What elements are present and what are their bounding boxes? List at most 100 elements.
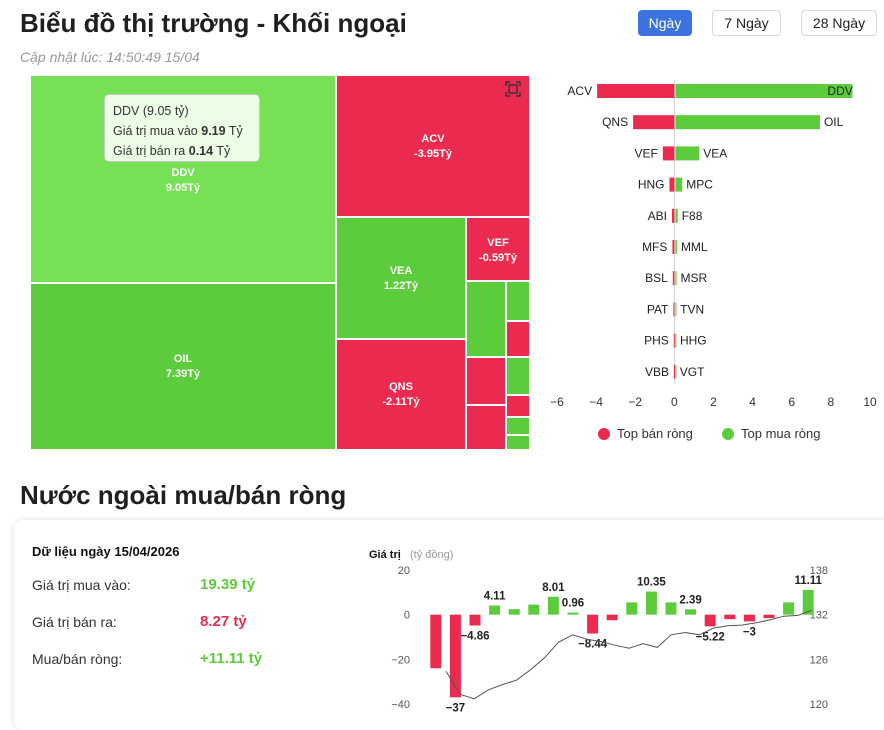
treemap-tile-qns[interactable]: QNS -2.11Tỷ — [336, 339, 466, 450]
bar-buy — [802, 589, 814, 615]
bar-label-buy: DDV — [827, 84, 852, 98]
bar-buy — [675, 208, 678, 223]
data-label: 0.96 — [562, 598, 584, 610]
y-tick-left: 20 — [398, 565, 410, 577]
treemap-tile[interactable] — [466, 405, 506, 450]
tooltip-sell-row: Giá trị bán ra 0.14 Tỷ — [113, 141, 251, 161]
tile-code: VEF — [487, 237, 509, 249]
bar-sell — [672, 271, 675, 286]
bar-sell — [704, 614, 716, 627]
legend-buy[interactable]: Top mua ròng — [722, 426, 821, 441]
summary-heading: Dữ liệu ngày 15/04/2026 — [32, 544, 180, 559]
legend-buy-label: Top mua ròng — [741, 426, 821, 441]
bar-buy — [783, 602, 795, 615]
x-tick-label: 8 — [828, 395, 835, 409]
bar-label-sell: PAT — [647, 302, 669, 316]
treemap-tile-vea[interactable]: VEA 1.22Tỷ — [336, 217, 466, 339]
tooltip-sell-unit: Tỷ — [216, 144, 231, 158]
bar-label-sell: VBB — [645, 365, 669, 379]
treemap-tile[interactable] — [466, 357, 506, 405]
bar-buy — [675, 302, 677, 317]
x-tick-label: −6 — [550, 395, 564, 409]
net-flow-chart: Giá trị (tỷ đồng)20 138 0 132 −20 126 −40 120 −37… — [369, 549, 828, 714]
legend-sell-label: Top bán ròng — [617, 426, 693, 441]
bar-buy — [685, 609, 697, 615]
bar-sell — [672, 208, 675, 223]
bar-label-sell: MFS — [642, 240, 667, 254]
treemap-tile[interactable] — [506, 417, 530, 435]
legend-buy-dot — [722, 427, 734, 440]
bar-label-sell: ACV — [567, 84, 592, 98]
tile-value: 9.05Tỷ — [165, 182, 201, 194]
bar-sell — [633, 115, 675, 130]
bar-label-buy: F88 — [682, 209, 703, 223]
treemap-tile[interactable] — [506, 281, 530, 321]
tooltip-buy-value: 9.19 — [201, 124, 226, 138]
y-tick-right: 120 — [810, 699, 828, 711]
legend-sell[interactable]: Top bán ròng — [598, 426, 693, 441]
treemap-tile[interactable] — [506, 435, 530, 450]
x-tick-label: 2 — [710, 395, 717, 409]
bar-buy — [665, 602, 677, 615]
tooltip-sell-label: Giá trị bán ra — [113, 144, 186, 158]
bar-label-sell: VEF — [634, 146, 657, 160]
data-label: 10.35 — [637, 577, 666, 589]
bar-buy — [489, 605, 501, 615]
net-value-label: Mua/bán ròng: — [32, 651, 123, 667]
bar-label-buy: OIL — [824, 115, 844, 129]
tile-value: -0.59Tỷ — [479, 252, 517, 264]
tile-code: VEA — [389, 265, 413, 277]
bar-buy — [626, 602, 638, 615]
tab-7-days[interactable]: 7 Ngày — [712, 10, 781, 36]
buy-value: 19.39 tỷ — [200, 576, 256, 593]
data-label: 2.39 — [679, 594, 701, 606]
treemap-tile-acv[interactable]: ACV -3.95Tỷ — [336, 75, 530, 217]
tile-code: ACV — [421, 133, 445, 145]
bar-sell — [673, 302, 675, 317]
treemap-tile-vef[interactable]: VEF -0.59Tỷ — [466, 217, 530, 281]
bar-buy — [675, 333, 677, 348]
bar-sell — [662, 146, 675, 161]
net-value: +11.11 tỷ — [200, 650, 263, 667]
treemap-tile-oil[interactable]: OIL 7.39Tỷ — [30, 283, 336, 450]
x-tick-label: −2 — [628, 395, 642, 409]
tooltip-buy-label: Giá trị mua vào — [113, 124, 198, 138]
tooltip-title: DDV (9.05 tỷ) — [113, 104, 189, 118]
bar-sell — [743, 614, 755, 622]
treemap-tile[interactable] — [506, 395, 530, 417]
tab-28-days[interactable]: 28 Ngày — [801, 10, 877, 36]
y-tick-right: 138 — [810, 565, 828, 577]
data-label: 8.01 — [542, 582, 565, 594]
sell-value: 8.27 tỷ — [200, 613, 247, 630]
bar-buy — [675, 177, 683, 192]
tooltip-buy-row: Giá trị mua vào 9.19 Tỷ — [113, 121, 251, 141]
treemap-tile[interactable] — [466, 281, 506, 357]
bar-label-buy: VGT — [680, 365, 705, 379]
bar-buy — [675, 364, 677, 379]
tooltip-buy-unit: Tỷ — [228, 124, 243, 138]
x-tick-label: 0 — [671, 395, 678, 409]
bar-sell — [449, 614, 461, 698]
tile-code: QNS — [389, 381, 413, 393]
bar-buy — [645, 591, 657, 615]
bar-sell — [597, 84, 675, 98]
bar-label-buy: VEA — [703, 146, 727, 160]
treemap-tooltip: DDV (9.05 tỷ) Giá trị mua vào 9.19 Tỷ Gi… — [104, 94, 260, 162]
y-tick-left: 0 — [404, 610, 410, 622]
bar-sell — [587, 614, 599, 634]
tile-value: -3.95Tỷ — [414, 148, 452, 160]
bar-buy — [675, 271, 677, 286]
tile-code: OIL — [173, 353, 193, 365]
bar-sell — [469, 614, 481, 626]
bar-label-buy: MSR — [681, 271, 708, 285]
treemap-tile[interactable] — [506, 321, 530, 357]
fullscreen-icon[interactable] — [505, 81, 521, 97]
x-tick-label: 10 — [863, 395, 877, 409]
index-line — [445, 609, 813, 700]
x-tick-label: 4 — [749, 395, 756, 409]
treemap-tile[interactable] — [506, 357, 530, 395]
bar-buy — [508, 609, 520, 615]
y-axis-title: Giá trị — [369, 549, 401, 561]
update-time: Cập nhật lúc: 14:50:49 15/04 — [20, 49, 200, 65]
tab-day[interactable]: Ngày — [638, 10, 692, 36]
